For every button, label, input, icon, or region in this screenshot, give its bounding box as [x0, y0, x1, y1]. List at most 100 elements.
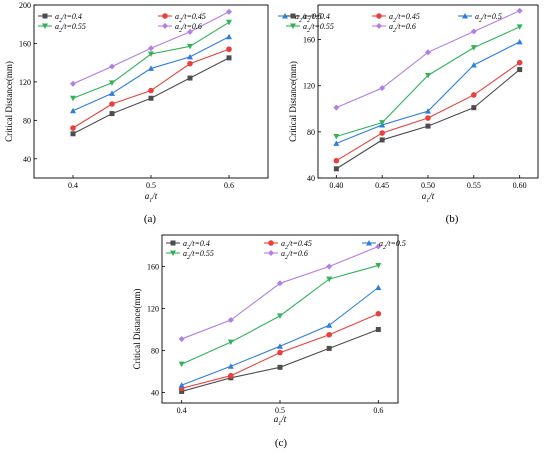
legend-marker: [170, 250, 176, 256]
chart-panel-2: 40 80 120 160 0.40 0.45 0.50 0.55 0.60 Critical D…: [286, 4, 539, 225]
data-point: [425, 49, 431, 56]
data-point: [379, 137, 385, 143]
x-tick-label: 0.4: [68, 181, 78, 190]
data-point: [516, 59, 523, 66]
data-point: [425, 123, 431, 129]
y-tick-label: 120: [147, 305, 159, 314]
data-point: [226, 55, 232, 61]
x-tick-label: 0.5: [275, 406, 285, 415]
y-tick-label: 40: [23, 155, 31, 164]
data-point: [425, 115, 431, 121]
data-point: [227, 339, 234, 346]
y-tick-label: 80: [23, 116, 31, 125]
y-axis-title: Critical Distance(mm): [132, 289, 142, 370]
y-tick-label: 160: [19, 39, 31, 48]
data-point: [70, 131, 76, 137]
data-point: [333, 166, 339, 172]
x-tick-label: 0.40: [329, 181, 343, 190]
data-point: [187, 53, 193, 60]
data-point: [148, 45, 154, 52]
y-tick-label: 80: [307, 128, 315, 137]
x-tick-label: 0.60: [513, 181, 527, 190]
series-line-3: [181, 287, 379, 386]
legend-label: a2/t=0.4: [55, 12, 82, 24]
data-point: [227, 317, 234, 324]
legend-label: a2/t=0.4: [303, 12, 330, 24]
legend-marker: [162, 13, 168, 19]
x-tick-label: 0.6: [373, 406, 383, 415]
legend-marker: [290, 13, 296, 19]
data-point: [70, 107, 76, 114]
data-point: [326, 263, 333, 270]
data-point: [187, 60, 193, 67]
data-point: [226, 46, 232, 53]
x-axis-title: a1/t: [422, 191, 435, 204]
data-point: [226, 19, 232, 26]
legend-marker: [376, 13, 382, 19]
y-tick-label: 40: [151, 389, 159, 398]
y-tick-label: 200: [19, 1, 31, 10]
legend-marker: [290, 23, 296, 29]
data-point: [375, 327, 381, 332]
data-point: [277, 343, 283, 349]
data-point: [470, 28, 477, 35]
plot-frame: [161, 234, 399, 404]
data-point: [326, 331, 332, 338]
legend-label: a2/t=0.45: [389, 12, 420, 24]
legend-label: a2/t=0.4: [183, 239, 210, 251]
legend-marker: [162, 23, 168, 29]
legend-label: a2/t=0.45: [281, 239, 312, 251]
x-axis-title: a1/t: [145, 191, 158, 204]
y-axis-title: Critical Distance(mm): [4, 61, 14, 142]
data-point: [178, 382, 185, 388]
legend-label: a2/t=0.6: [175, 22, 202, 34]
data-point: [109, 63, 115, 70]
data-point: [109, 101, 115, 107]
legend-label: a2/t=0.55: [183, 249, 214, 261]
series-line-5: [181, 246, 379, 340]
legend-marker: [282, 13, 288, 19]
legend-marker: [268, 250, 274, 256]
data-point: [516, 38, 523, 45]
legend-marker: [366, 240, 372, 246]
legend-label: a2/t=0.55: [303, 22, 334, 34]
data-point: [70, 95, 76, 102]
x-tick-label: 0.50: [421, 181, 435, 190]
data-point: [375, 262, 382, 269]
data-point: [471, 92, 477, 98]
x-tick-label: 0.55: [467, 181, 481, 190]
data-point: [277, 280, 283, 287]
chart-panel-3: 40 80 120 160 0.4 0.5 0.6 Critical Distance(mm)…: [132, 234, 406, 449]
data-point: [179, 388, 185, 394]
data-point: [425, 72, 431, 79]
data-point: [379, 85, 386, 92]
y-tick-label: 160: [147, 263, 159, 272]
data-point: [375, 243, 382, 250]
y-tick-label: 120: [19, 78, 31, 87]
y-tick-label: 80: [151, 347, 159, 356]
data-point: [187, 43, 193, 50]
data-point: [277, 364, 283, 370]
legend-label: a2/t=0.45: [175, 12, 206, 24]
legend-marker: [268, 240, 274, 246]
data-point: [187, 28, 193, 35]
data-point: [187, 75, 193, 81]
series-line-4: [72, 21, 230, 99]
data-point: [375, 310, 382, 317]
data-point: [226, 8, 232, 15]
chart-panel-1: 40 80 120 160 200 0.4 0.5 0.6 Critical Distance(…: [4, 1, 322, 225]
data-point: [379, 130, 385, 136]
data-point: [109, 111, 115, 117]
data-point: [517, 67, 523, 73]
x-tick-label: 0.5: [146, 181, 156, 190]
legend-label: a2/t=0.5: [379, 239, 406, 251]
data-point: [326, 345, 332, 351]
data-point: [227, 363, 234, 369]
x-tick-label: 0.6: [224, 181, 234, 190]
legend-marker: [376, 23, 382, 29]
data-point: [178, 335, 185, 342]
data-point: [326, 322, 333, 328]
series-line-1: [181, 328, 379, 392]
x-axis-title: a1/t: [274, 414, 287, 427]
